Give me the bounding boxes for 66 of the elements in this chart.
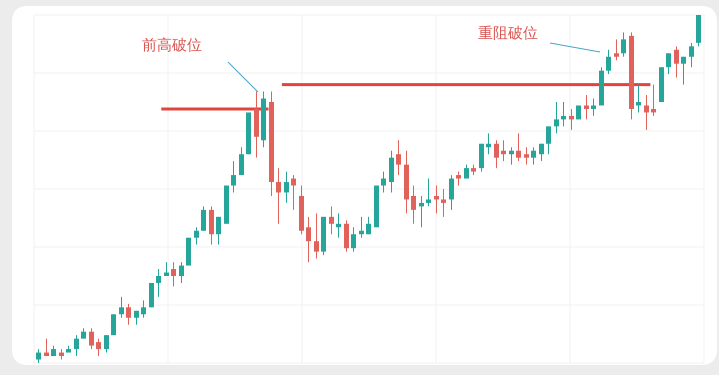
candlestick (231, 160, 236, 193)
candlestick (614, 38, 619, 61)
candlestick (306, 216, 311, 263)
candlestick (546, 126, 551, 155)
candlestick (509, 146, 514, 166)
candlestick (524, 146, 529, 166)
candlestick (434, 185, 439, 214)
candlestick (164, 262, 169, 276)
candlestick (456, 171, 461, 186)
candlestick (539, 143, 544, 162)
candlestick (576, 104, 581, 120)
candlestick (516, 132, 521, 162)
candlestick (141, 300, 146, 318)
candlestick (464, 164, 469, 180)
candlestick (681, 56, 686, 86)
candlestick (561, 102, 566, 127)
candlestick (666, 52, 671, 75)
candlestick (171, 262, 176, 287)
candlestick (36, 348, 41, 364)
candlestick (381, 171, 386, 193)
candlestick (621, 32, 626, 58)
candlestick (314, 212, 319, 260)
candlestick (44, 338, 49, 357)
candlestick (531, 146, 536, 166)
candlestick (366, 216, 371, 235)
candlestick (104, 334, 109, 354)
candlestick (216, 216, 221, 246)
annotation: 前高破位 (142, 36, 202, 54)
candlestick (201, 206, 206, 232)
candlestick (419, 195, 424, 228)
candlestick (119, 296, 124, 318)
candlestick (674, 46, 679, 78)
candlestick (449, 174, 454, 210)
candlestick (156, 268, 161, 298)
candlestick (291, 174, 296, 210)
candlestick (569, 108, 574, 130)
candlestick (426, 178, 431, 207)
candlestick (134, 310, 139, 326)
candlestick (636, 84, 641, 113)
candlestick (284, 171, 289, 204)
candlestick (591, 98, 596, 116)
candlestick (89, 328, 94, 350)
candlestick (329, 206, 334, 235)
candlestick (276, 168, 281, 224)
annotation: 重阻破位 (478, 24, 538, 42)
candlestick (59, 348, 64, 360)
candlestick (126, 303, 131, 326)
candlestick (644, 94, 649, 130)
candlestick (584, 94, 589, 120)
candlestick (471, 164, 476, 176)
candlestick (336, 212, 341, 238)
candlestick (411, 185, 416, 224)
candlestick (689, 42, 694, 68)
candlestick (239, 146, 244, 176)
candlestick (651, 84, 656, 116)
candlestick (494, 140, 499, 169)
candlestick (179, 262, 184, 284)
candlestick (74, 334, 79, 357)
candlestick (194, 226, 199, 246)
candlestick (554, 102, 559, 134)
candlestick (441, 188, 446, 218)
candlestick (606, 49, 611, 75)
candlestick (96, 338, 101, 357)
candlestick (501, 140, 506, 162)
candlestick (396, 140, 401, 176)
candlestick (351, 226, 356, 252)
